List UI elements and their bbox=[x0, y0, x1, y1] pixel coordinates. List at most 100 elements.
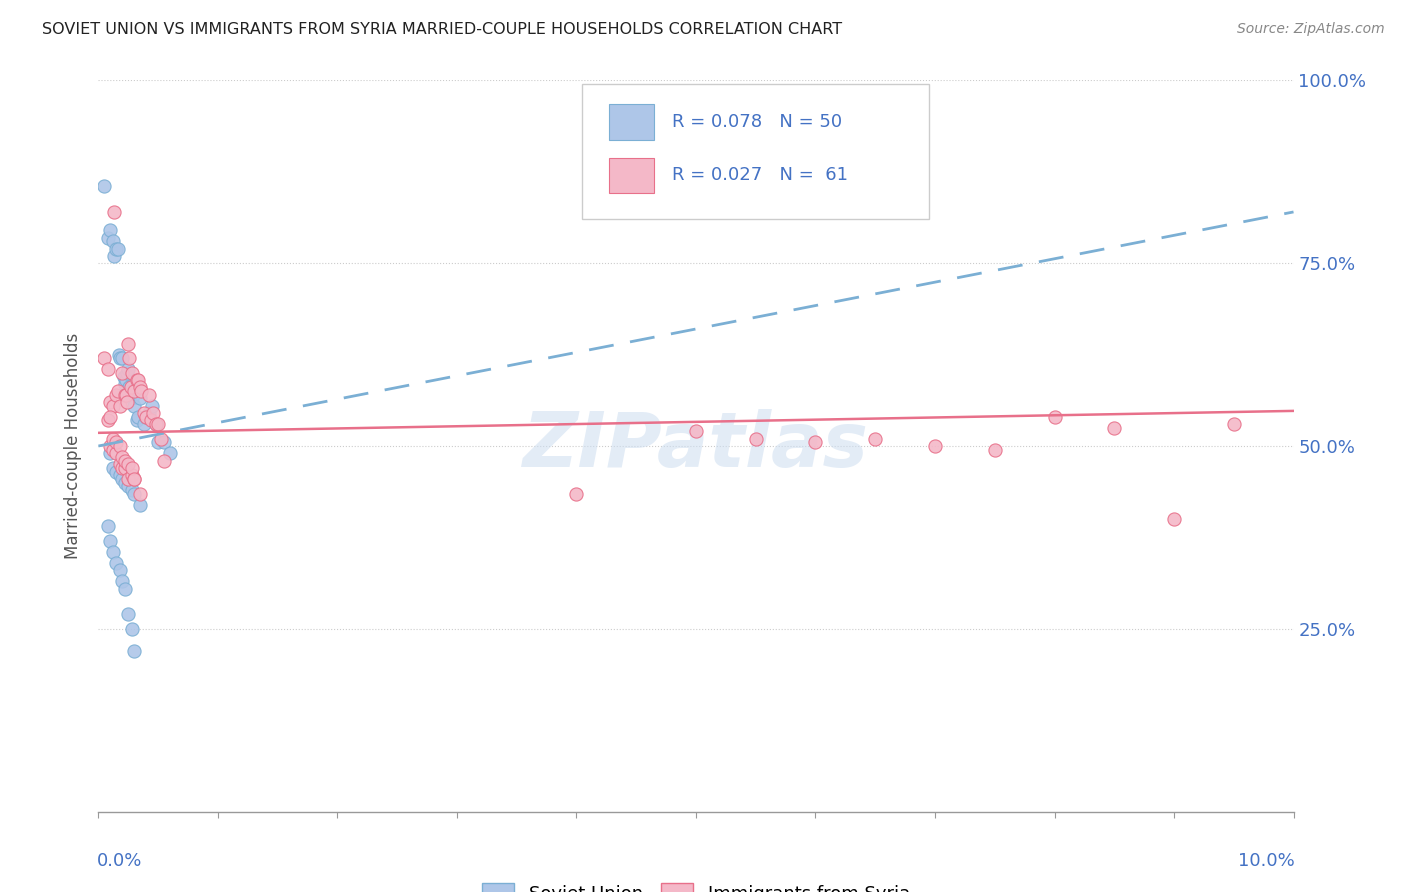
Point bbox=[105, 435, 128, 450]
Point bbox=[117, 472, 139, 486]
Point bbox=[117, 362, 139, 376]
Point bbox=[100, 409, 122, 424]
Point bbox=[115, 395, 138, 409]
Point bbox=[93, 179, 115, 194]
Point bbox=[108, 439, 131, 453]
Point bbox=[124, 486, 146, 500]
Point bbox=[131, 384, 153, 399]
Point bbox=[97, 413, 120, 427]
Point bbox=[107, 242, 129, 256]
Point bbox=[118, 380, 141, 394]
Point bbox=[97, 519, 120, 533]
Point bbox=[124, 644, 146, 658]
Point bbox=[97, 230, 120, 244]
Point bbox=[108, 563, 131, 577]
Y-axis label: Married-couple Households: Married-couple Households bbox=[65, 333, 83, 559]
Point bbox=[111, 574, 134, 589]
Point bbox=[118, 351, 141, 366]
Text: R = 0.027   N =  61: R = 0.027 N = 61 bbox=[672, 167, 848, 185]
Point bbox=[114, 475, 136, 490]
Point bbox=[111, 351, 134, 366]
Text: R = 0.078   N = 50: R = 0.078 N = 50 bbox=[672, 113, 842, 131]
Text: 10.0%: 10.0% bbox=[1237, 852, 1295, 870]
Point bbox=[984, 442, 1007, 457]
Point bbox=[103, 249, 125, 263]
Point bbox=[804, 435, 827, 450]
Point bbox=[1163, 512, 1185, 526]
Point bbox=[124, 399, 146, 413]
Point bbox=[108, 458, 131, 472]
Point bbox=[120, 384, 142, 399]
Text: ZIPatlas: ZIPatlas bbox=[523, 409, 869, 483]
Point bbox=[141, 399, 163, 413]
Point bbox=[145, 417, 167, 431]
Point bbox=[111, 472, 134, 486]
Point bbox=[115, 366, 138, 380]
Point bbox=[105, 446, 128, 460]
Point bbox=[124, 472, 146, 486]
Bar bbox=[609, 104, 654, 139]
Point bbox=[100, 223, 122, 237]
Point bbox=[142, 406, 165, 420]
Point bbox=[120, 380, 142, 394]
Legend: Soviet Union, Immigrants from Syria: Soviet Union, Immigrants from Syria bbox=[475, 876, 917, 892]
Text: 0.0%: 0.0% bbox=[97, 852, 142, 870]
Point bbox=[115, 388, 138, 402]
Point bbox=[114, 376, 136, 391]
Point bbox=[117, 607, 139, 622]
Point bbox=[117, 336, 139, 351]
Point bbox=[101, 234, 124, 248]
Point bbox=[924, 439, 946, 453]
Point bbox=[107, 384, 129, 399]
Point bbox=[125, 373, 148, 387]
Point bbox=[108, 351, 131, 366]
Point bbox=[121, 622, 143, 636]
Point bbox=[135, 409, 157, 424]
Point bbox=[138, 406, 160, 420]
Point bbox=[108, 468, 131, 483]
Point bbox=[111, 366, 134, 380]
Point bbox=[565, 486, 588, 500]
Point bbox=[111, 450, 134, 464]
Point bbox=[153, 435, 176, 450]
Point bbox=[1104, 421, 1126, 435]
Point bbox=[112, 369, 135, 384]
Point bbox=[111, 461, 134, 475]
Point bbox=[125, 413, 148, 427]
Point bbox=[114, 388, 136, 402]
Point bbox=[117, 479, 139, 493]
Text: Source: ZipAtlas.com: Source: ZipAtlas.com bbox=[1237, 22, 1385, 37]
Point bbox=[1223, 417, 1246, 431]
Point bbox=[121, 468, 143, 483]
Point bbox=[101, 399, 124, 413]
Point bbox=[129, 486, 152, 500]
Point bbox=[114, 461, 136, 475]
Point bbox=[124, 384, 146, 399]
Point bbox=[132, 417, 155, 431]
Point bbox=[121, 461, 143, 475]
Point bbox=[105, 465, 128, 479]
Point bbox=[108, 399, 131, 413]
Point bbox=[153, 453, 176, 467]
Point bbox=[127, 409, 149, 424]
Point bbox=[117, 458, 139, 472]
Point bbox=[129, 392, 152, 406]
Point bbox=[100, 439, 122, 453]
Point bbox=[115, 373, 138, 387]
Point bbox=[101, 545, 124, 559]
Point bbox=[685, 425, 707, 439]
Point bbox=[105, 242, 128, 256]
Point bbox=[103, 205, 125, 219]
Point bbox=[149, 432, 172, 446]
Point bbox=[139, 413, 162, 427]
Point bbox=[132, 406, 155, 420]
Point bbox=[1043, 409, 1066, 424]
Point bbox=[745, 432, 768, 446]
Point bbox=[100, 534, 122, 549]
Bar bbox=[609, 158, 654, 193]
Point bbox=[138, 388, 160, 402]
Point bbox=[127, 373, 149, 387]
Text: SOVIET UNION VS IMMIGRANTS FROM SYRIA MARRIED-COUPLE HOUSEHOLDS CORRELATION CHAR: SOVIET UNION VS IMMIGRANTS FROM SYRIA MA… bbox=[42, 22, 842, 37]
Point bbox=[101, 442, 124, 457]
Point bbox=[159, 446, 181, 460]
